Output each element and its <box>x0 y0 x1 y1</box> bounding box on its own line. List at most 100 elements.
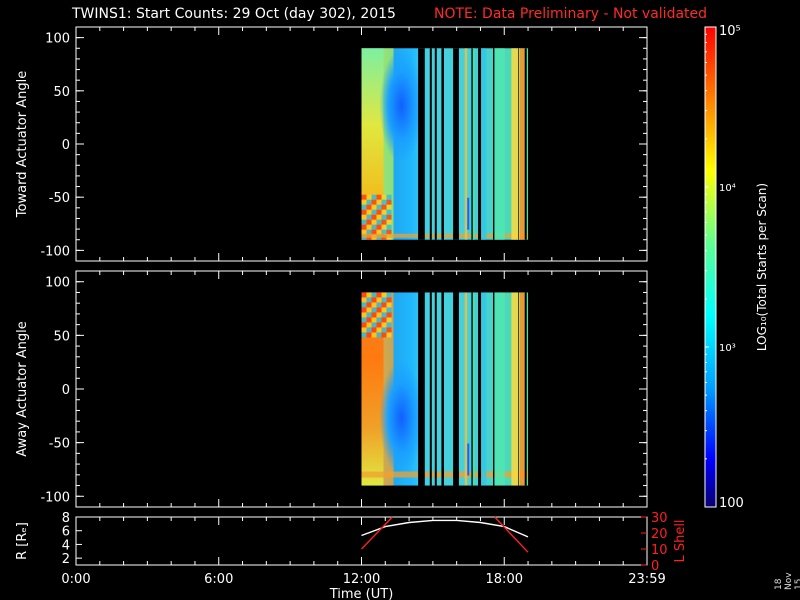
heatmap-column <box>494 292 505 486</box>
heatmap-cell <box>366 229 372 235</box>
heatmap-cell <box>361 219 367 225</box>
preliminary-note: NOTE: Data Preliminary - Not validated <box>434 6 708 22</box>
heatmap-low-count-region <box>379 360 424 476</box>
r-tick-label: 6 <box>62 525 70 540</box>
y-tick-label: -100 <box>40 490 70 505</box>
y-axis-label: Away Actuator Angle <box>15 321 30 456</box>
l-tick-label: 0 <box>651 559 659 574</box>
y-tick-label: 0 <box>62 383 70 398</box>
heatmap-cell <box>371 317 377 323</box>
y-tick-label: -50 <box>49 191 70 206</box>
heatmap-cell <box>376 219 382 225</box>
heatmap-cell <box>376 307 382 313</box>
heatmap-cell <box>371 312 377 318</box>
heatmap-cell <box>381 209 387 215</box>
x-tick-label: 18:00 <box>486 572 523 587</box>
heatmap-cell <box>381 199 387 205</box>
data-gap <box>418 292 425 486</box>
heatmap-cell <box>381 214 387 220</box>
heatmap-cell <box>366 204 372 210</box>
heatmap-cells <box>361 292 529 486</box>
heatmap-cell <box>381 312 387 318</box>
heatmap-cell <box>361 194 367 200</box>
heatmap-column <box>464 292 468 486</box>
x-tick-label: 6:00 <box>204 572 233 587</box>
heatmap-cell <box>361 327 367 333</box>
y-tick-label: 0 <box>62 138 70 153</box>
heatmap-cell <box>376 194 382 200</box>
heatmap-cell <box>361 214 367 220</box>
heatmap-cell <box>386 327 392 333</box>
heatmap-cell <box>376 199 382 205</box>
heatmap-cell <box>366 292 372 298</box>
heatmap-cell <box>361 292 367 298</box>
heatmap-cell <box>376 297 382 303</box>
l-shell-line <box>494 516 529 553</box>
data-gap <box>493 48 495 240</box>
y-tick-label: -50 <box>49 437 70 452</box>
heatmap-column <box>494 48 505 240</box>
heatmap-cell <box>376 204 382 210</box>
data-gap <box>471 48 473 240</box>
heatmap-cell <box>386 307 392 313</box>
heatmap-cell <box>366 224 372 230</box>
heatmap-cell <box>366 307 372 313</box>
r-axis-label: R [Rₑ] <box>15 522 30 560</box>
heatmap-cell <box>371 224 377 230</box>
heatmap-cell <box>371 332 377 338</box>
heatmap-cell <box>371 214 377 220</box>
heatmap-cell <box>361 312 367 318</box>
heatmap-cell <box>381 307 387 313</box>
heatmap-cell <box>376 332 382 338</box>
colorbar-tick-label: 100 <box>719 496 744 511</box>
heatmap-column <box>481 292 487 486</box>
heatmap-cell <box>366 302 372 308</box>
heatmap-cell <box>371 327 377 333</box>
heatmap-cell <box>386 332 392 338</box>
colorbar-tick-label: 10³ <box>719 343 736 354</box>
heatmap-cell <box>381 224 387 230</box>
heatmap-cell <box>366 332 372 338</box>
heatmap-cell <box>361 302 367 308</box>
heatmap-cell <box>366 317 372 323</box>
data-gap <box>434 292 437 486</box>
heatmap-column <box>511 292 520 486</box>
heatmap-cell <box>386 302 392 308</box>
heatmap-cell <box>361 229 367 235</box>
l-tick-label: 30 <box>651 511 668 526</box>
data-gap <box>418 48 425 240</box>
heatmap-column <box>464 48 468 240</box>
y-tick-label: -100 <box>40 244 70 259</box>
data-gap <box>429 292 432 486</box>
heatmap-cell <box>361 209 367 215</box>
heatmap-cell <box>381 327 387 333</box>
y-tick-label: 50 <box>53 85 70 100</box>
heatmap-cell <box>376 292 382 298</box>
data-gap <box>453 292 459 486</box>
x-tick-label: 23:59 <box>628 572 665 587</box>
heatmap-cell <box>371 302 377 308</box>
heatmap-cell <box>361 307 367 313</box>
heatmap-cell <box>381 297 387 303</box>
heatmap-cell <box>381 292 387 298</box>
heatmap-cell <box>371 297 377 303</box>
heatmap-cell <box>361 332 367 338</box>
heatmap-cell <box>371 322 377 328</box>
heatmap-cell <box>381 219 387 225</box>
data-gap <box>493 292 495 486</box>
data-gap <box>434 48 437 240</box>
heatmap-cell <box>376 317 382 323</box>
data-gap <box>453 48 459 240</box>
data-gap <box>524 48 527 240</box>
heatmap-cell <box>371 209 377 215</box>
heatmap-cell <box>371 194 377 200</box>
heatmap-cell <box>366 327 372 333</box>
heatmap-cell <box>381 302 387 308</box>
x-tick-label: 12:00 <box>343 572 380 587</box>
heatmap-low-count-region <box>379 48 424 164</box>
heatmap-cell <box>386 219 392 225</box>
heatmap-cell <box>376 214 382 220</box>
r-tick-label: 4 <box>62 538 70 553</box>
data-gap <box>429 48 432 240</box>
